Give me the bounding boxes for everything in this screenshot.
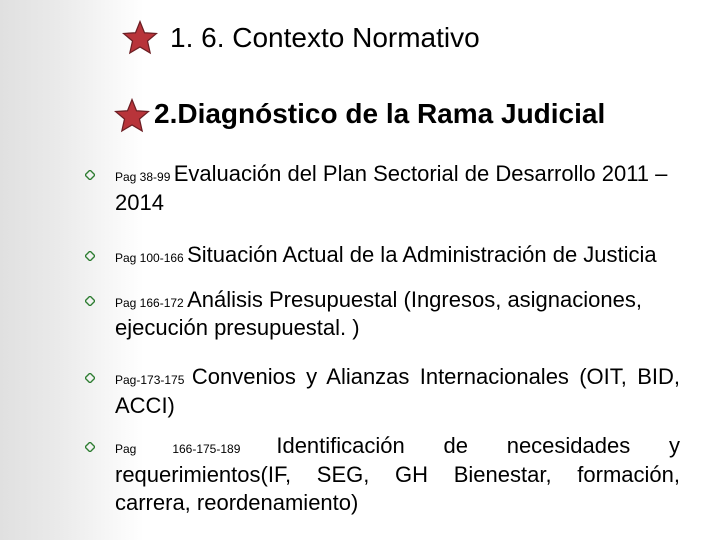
page-ref: Pag 166-175-189 xyxy=(115,442,276,456)
heading-diagnostico: 2.Diagnóstico de la Rama Judicial xyxy=(154,98,605,130)
page-ref: Pag 38-99 xyxy=(115,170,174,184)
bullet-diamond-icon xyxy=(85,373,95,383)
heading-contexto: 1. 6. Contexto Normativo xyxy=(170,22,480,54)
item-text: Análisis Presupuestal (Ingresos, asignac… xyxy=(115,287,642,341)
item-text: Evaluación del Plan Sectorial de Desarro… xyxy=(115,161,667,215)
bullet-diamond-icon xyxy=(85,442,95,452)
list-item: Pag 38-99 Evaluación del Plan Sectorial … xyxy=(85,160,680,217)
star-icon-2 xyxy=(114,98,150,134)
bullet-diamond-icon xyxy=(85,251,95,261)
list-item: Pag 166-172 Análisis Presupuestal (Ingre… xyxy=(85,286,680,343)
list-item: Pag-173-175 Convenios y Alianzas Interna… xyxy=(85,363,680,420)
page-ref: Pag 100-166 xyxy=(115,251,187,265)
bullet-list: Pag 38-99 Evaluación del Plan Sectorial … xyxy=(85,160,680,518)
bullet-diamond-icon xyxy=(85,170,95,180)
list-item: Pag 100-166 Situación Actual de la Admin… xyxy=(85,241,680,270)
list-item: Pag 166-175-189 Identificación de necesi… xyxy=(85,432,680,518)
page-ref: Pag 166-172 xyxy=(115,296,187,310)
item-text: Convenios y Alianzas Internacionales (OI… xyxy=(115,364,680,418)
bullet-diamond-icon xyxy=(85,296,95,306)
item-text: Situación Actual de la Administración de… xyxy=(187,242,657,267)
page-ref: Pag-173-175 xyxy=(115,373,192,387)
star-icon-1 xyxy=(122,20,158,56)
